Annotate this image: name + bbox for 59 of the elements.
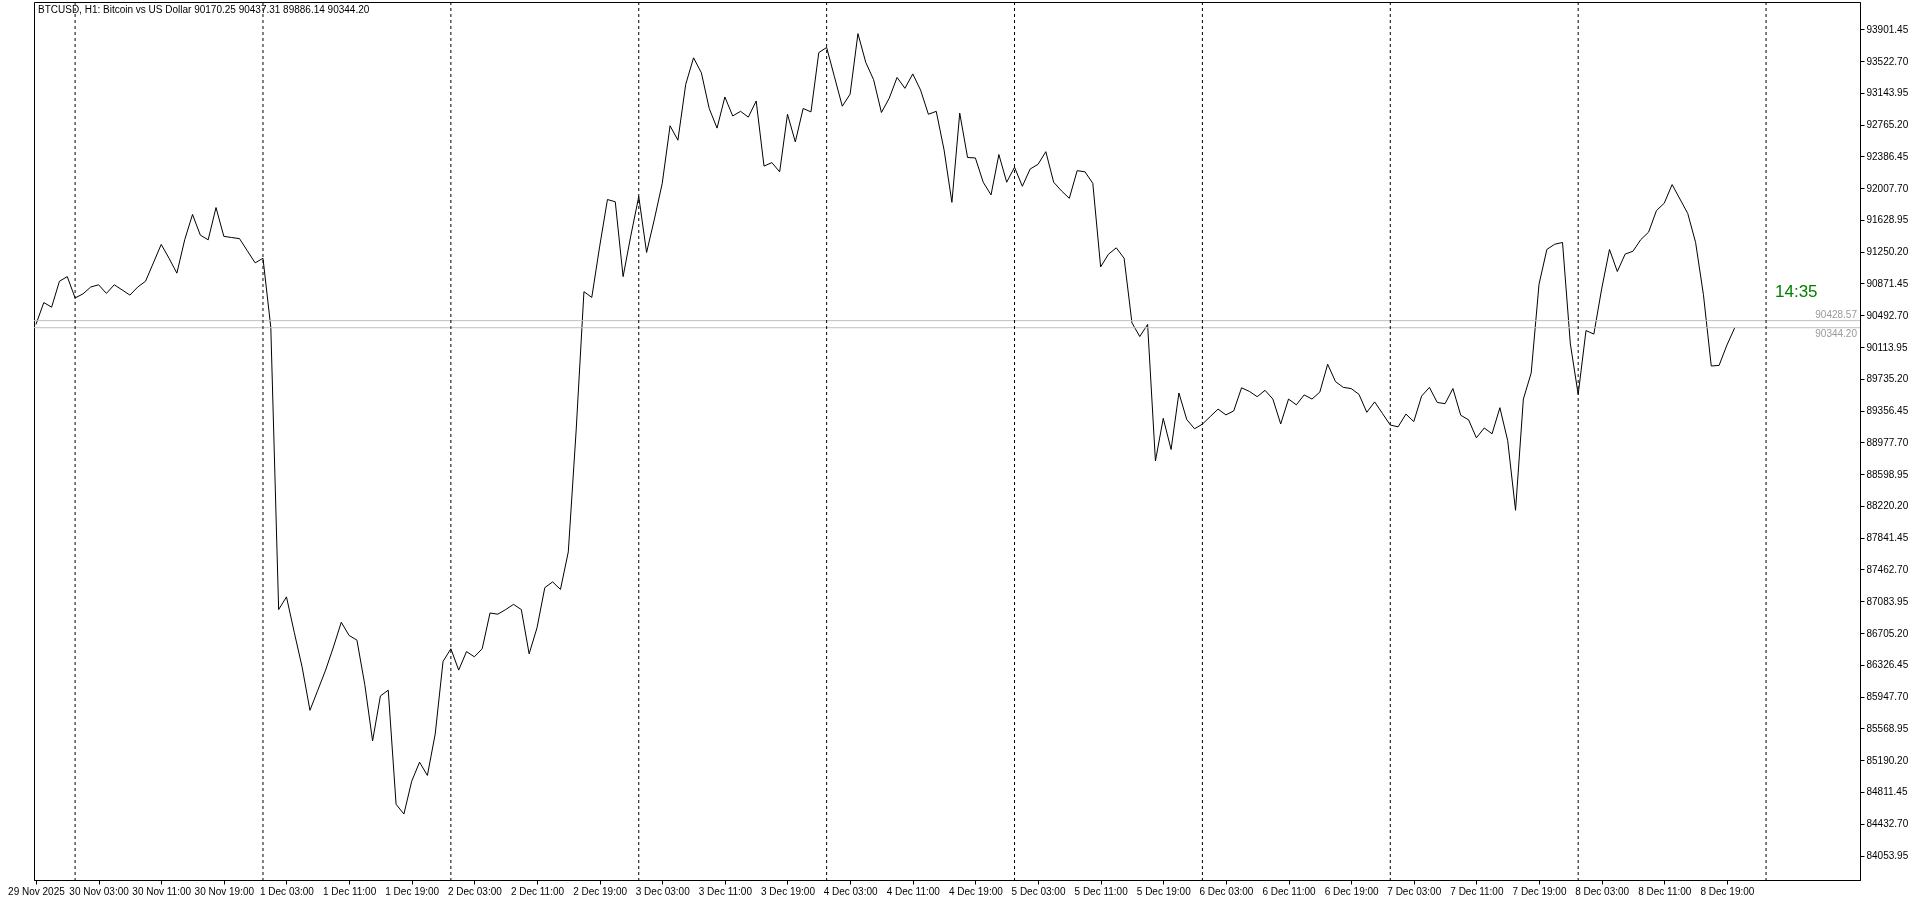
x-tick-label: 30 Nov 19:00 (194, 885, 255, 897)
y-tick-label: 84432.70 (1866, 818, 1909, 830)
y-tick-label: 89356.45 (1866, 405, 1909, 417)
x-tick-label: 3 Dec 19:00 (761, 885, 816, 897)
y-tick-label: 93901.45 (1866, 23, 1909, 35)
x-tick-label: 5 Dec 19:00 (1136, 885, 1192, 897)
x-tick-label: 3 Dec 11:00 (698, 885, 753, 897)
x-tick-label: 4 Dec 19:00 (948, 885, 1004, 897)
y-tick-label: 88977.70 (1866, 436, 1909, 448)
x-tick-label: 30 Nov 11:00 (132, 885, 192, 897)
x-tick-label: 30 Nov 03:00 (69, 885, 130, 897)
annotation: 14:35 (1775, 282, 1818, 301)
y-tick-label: 90871.45 (1866, 277, 1909, 289)
y-tick-label: 89735.20 (1866, 373, 1909, 385)
y-tick-label: 87462.70 (1866, 563, 1909, 575)
y-tick-label: 91628.95 (1866, 214, 1909, 226)
x-tick-label: 2 Dec 11:00 (510, 885, 565, 897)
y-tick-label: 85190.20 (1866, 754, 1909, 766)
x-tick-label: 7 Dec 19:00 (1512, 885, 1567, 897)
ref-line-label: 90344.20 (1815, 327, 1858, 339)
y-tick-label: 85947.70 (1866, 691, 1909, 703)
x-tick-label: 8 Dec 19:00 (1700, 885, 1755, 897)
x-tick-label: 2 Dec 19:00 (573, 885, 628, 897)
x-tick-label: 6 Dec 03:00 (1199, 885, 1254, 897)
x-tick-label: 29 Nov 2025 (8, 885, 66, 897)
y-tick-label: 92386.45 (1866, 150, 1909, 162)
ref-line-label: 90428.57 (1815, 308, 1858, 320)
y-tick-label: 87841.45 (1866, 532, 1909, 544)
x-tick-label: 4 Dec 11:00 (886, 885, 941, 897)
x-tick-label: 6 Dec 19:00 (1324, 885, 1380, 897)
y-tick-label: 86705.20 (1866, 627, 1909, 639)
x-tick-label: 4 Dec 03:00 (823, 885, 879, 897)
x-tick-label: 6 Dec 11:00 (1262, 885, 1317, 897)
x-tick-label: 1 Dec 03:00 (260, 885, 315, 897)
x-tick-label: 1 Dec 19:00 (385, 885, 440, 897)
x-tick-label: 5 Dec 11:00 (1074, 885, 1129, 897)
y-tick-label: 84053.95 (1866, 850, 1909, 861)
chart-title: BTCUSD, H1: Bitcoin vs US Dollar 90170.25 90437.31 89886.14 90344.20 (38, 4, 370, 15)
y-tick-label: 90492.70 (1866, 309, 1909, 321)
x-tick-label: 2 Dec 03:00 (447, 885, 503, 897)
x-tick-label: 8 Dec 11:00 (1638, 885, 1692, 897)
y-tick-label: 92007.70 (1866, 182, 1909, 194)
x-tick-label: 1 Dec 11:00 (323, 885, 377, 897)
y-tick-label: 93143.95 (1866, 87, 1909, 99)
x-tick-label: 8 Dec 03:00 (1575, 885, 1630, 897)
x-tick-label: 5 Dec 03:00 (1011, 885, 1066, 897)
y-tick-label: 93522.70 (1866, 55, 1909, 67)
y-tick-label: 90113.95 (1866, 341, 1908, 353)
y-tick-label: 85568.95 (1866, 722, 1909, 734)
y-tick-label: 86326.45 (1866, 659, 1909, 671)
x-tick-label: 3 Dec 03:00 (635, 885, 691, 897)
x-tick-label: 7 Dec 03:00 (1387, 885, 1442, 897)
y-tick-label: 88220.20 (1866, 500, 1909, 512)
y-tick-label: 84811.45 (1866, 786, 1908, 798)
y-tick-label: 88598.95 (1866, 468, 1909, 480)
x-tick-label: 7 Dec 11:00 (1450, 885, 1504, 897)
y-tick-label: 87083.95 (1866, 595, 1909, 607)
y-tick-label: 92765.20 (1866, 119, 1909, 131)
y-tick-label: 91250.20 (1866, 246, 1909, 258)
